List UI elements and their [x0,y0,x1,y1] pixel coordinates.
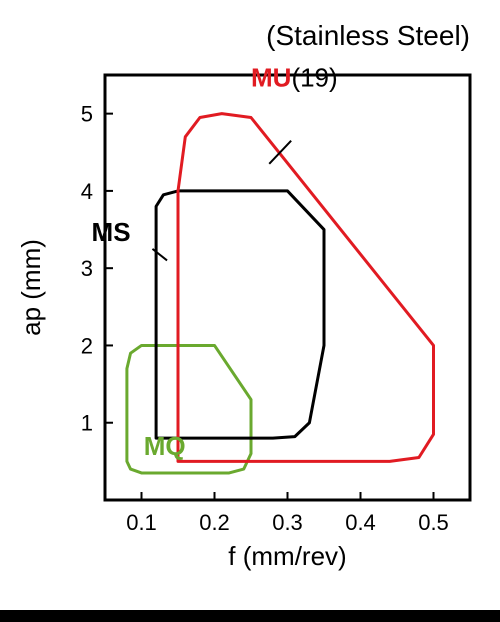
y-tick-label: 5 [81,102,93,127]
y-tick-label: 3 [81,256,93,281]
x-tick-label: 0.1 [126,510,157,535]
label-mq: MQ [144,431,186,461]
x-tick-label: 0.5 [418,510,449,535]
x-tick-label: 0.3 [272,510,303,535]
x-tick-label: 0.2 [199,510,230,535]
plot-title: (Stainless Steel) [266,20,470,51]
x-tick-label: 0.4 [345,510,376,535]
label-mu: MU(19) [251,63,338,93]
y-tick-label: 2 [81,333,93,358]
y-tick-label: 4 [81,179,93,204]
chart-container: (Stainless Steel) 0.1 0.2 0.3 0.4 0.5 1 2 3 4 5 f (… [0,0,500,622]
footer-bar [0,610,500,622]
y-axis-label: ap (mm) [16,239,46,336]
y-tick-label: 1 [81,411,93,436]
chart-svg: (Stainless Steel) 0.1 0.2 0.3 0.4 0.5 1 2 3 4 5 f (… [0,0,500,622]
x-axis-label: f (mm/rev) [228,541,346,571]
label-ms: MS [92,217,131,247]
